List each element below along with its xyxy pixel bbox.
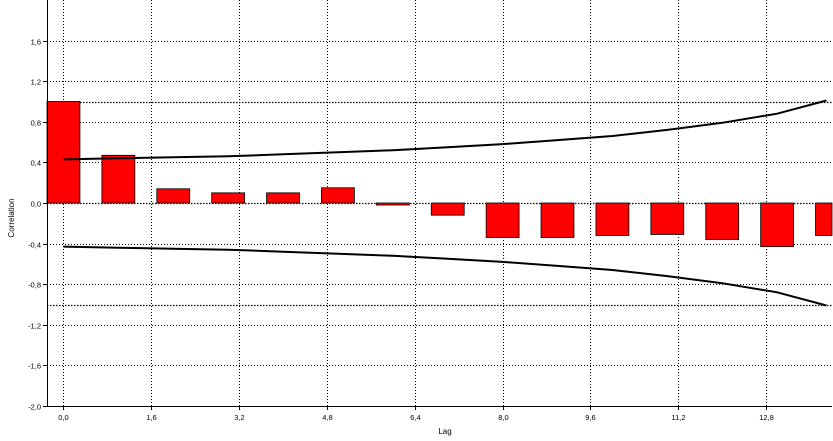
y-tick-label: -0,4 bbox=[28, 241, 41, 250]
acf-bar bbox=[156, 188, 191, 204]
acf-bar bbox=[650, 202, 685, 235]
y-tick-label: 0,4 bbox=[31, 159, 41, 168]
y-axis-label: Correlation bbox=[7, 198, 16, 237]
x-tick-label: 12,8 bbox=[759, 413, 774, 422]
bars-layer bbox=[46, 101, 833, 248]
axes-layer bbox=[43, 0, 832, 410]
y-tick-label: 0,0 bbox=[31, 200, 41, 209]
x-tick-label: 4,8 bbox=[322, 413, 332, 422]
acf-bar bbox=[211, 192, 246, 204]
acf-bar bbox=[815, 202, 833, 236]
acf-bar bbox=[430, 202, 465, 216]
lower-confidence-line bbox=[63, 245, 827, 307]
y-tick-label: 1,2 bbox=[31, 78, 41, 87]
acf-bar bbox=[595, 202, 630, 236]
grid-layer bbox=[47, 0, 832, 407]
labels-layer: -2,0 -1,6 -1,2 -0,8 -0,4 0,0 0,4 0,8 1,2 1,6 0,0 1,… bbox=[28, 38, 774, 423]
x-tick-label: 0,0 bbox=[58, 413, 68, 422]
x-tick-label: 9,6 bbox=[585, 413, 595, 422]
x-axis-label: Lag bbox=[438, 427, 451, 436]
acf-bar bbox=[485, 202, 520, 238]
y-tick-label: -1,2 bbox=[28, 322, 41, 331]
band-layer bbox=[63, 99, 827, 307]
y-tick-label: 0,8 bbox=[31, 119, 41, 128]
y-tick-label: -0,8 bbox=[28, 281, 41, 290]
y-tick-label: -2,0 bbox=[28, 403, 41, 412]
y-tick-label: -1,6 bbox=[28, 362, 41, 371]
acf-bar bbox=[101, 154, 136, 204]
y-tick-label: 1,6 bbox=[31, 38, 41, 47]
acf-bar bbox=[321, 187, 355, 204]
acf-bar bbox=[46, 101, 81, 204]
acf-bar bbox=[266, 192, 300, 204]
acf-bar bbox=[760, 202, 794, 248]
x-tick-label: 1,6 bbox=[146, 413, 156, 422]
acf-bar bbox=[705, 202, 740, 240]
x-tick-label: 11,2 bbox=[671, 413, 685, 422]
x-tick-label: 3,2 bbox=[234, 413, 244, 422]
acf-bar bbox=[540, 202, 575, 238]
upper-confidence-line bbox=[63, 99, 827, 161]
x-tick-label: 6,4 bbox=[410, 413, 420, 422]
acf-bar bbox=[375, 202, 410, 206]
x-tick-label: 8,0 bbox=[498, 413, 508, 422]
